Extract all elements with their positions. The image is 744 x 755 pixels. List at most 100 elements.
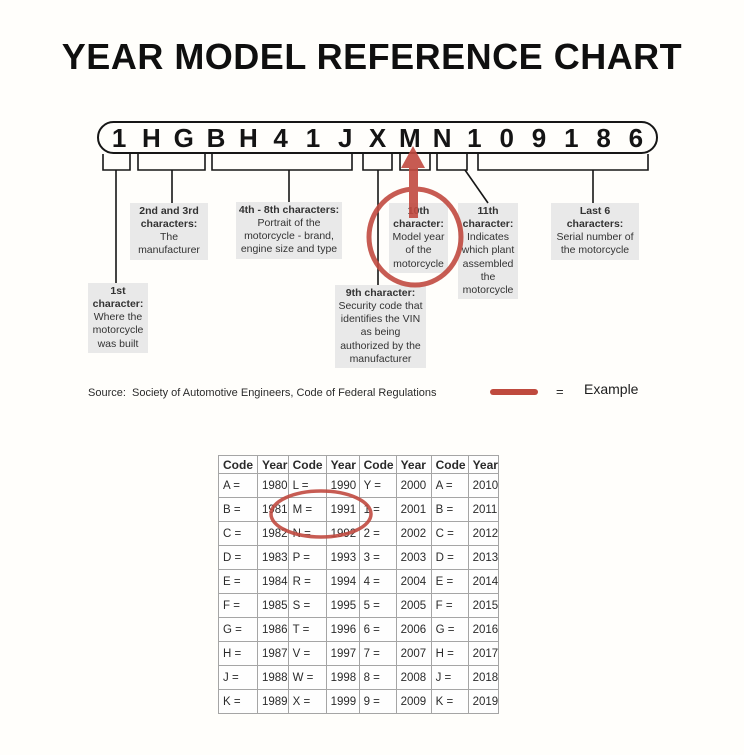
year-code-cell: 2 =	[358, 521, 397, 546]
callout-last-6-characters: Last 6 characters: Serial number of the …	[551, 203, 639, 260]
year-code-cell: A =	[430, 473, 469, 498]
year-code-cell: B =	[430, 497, 469, 522]
year-code-cell: 2000	[395, 473, 432, 498]
year-code-cell: W =	[287, 665, 327, 690]
vin-character: 1	[564, 122, 579, 153]
year-code-cell: 2011	[467, 497, 500, 522]
year-code-cell: E =	[218, 569, 258, 594]
year-code-cell: R =	[287, 569, 327, 594]
year-code-cell: 1992	[325, 521, 360, 546]
year-code-cell: 2016	[467, 617, 500, 642]
vin-character: G	[173, 122, 194, 153]
callout-10th-character: 10th character: Model year of the motorc…	[389, 203, 448, 273]
year-code-cell: 1997	[325, 641, 360, 666]
year-code-cell: G =	[218, 617, 258, 642]
vin-character: M	[398, 122, 421, 153]
year-code-cell: 6 =	[358, 617, 397, 642]
callout-heading: 11th character:	[462, 205, 514, 231]
table-row: D = 1983 P = 1993 3 = 2003 D = 2013	[218, 545, 500, 570]
vin-character: 1	[467, 122, 482, 153]
vin-character: 4	[273, 122, 288, 153]
year-code-cell: K =	[430, 689, 469, 714]
year-code-cell: 1987	[257, 641, 289, 666]
year-code-table-body: A = 1980 L = 1990 Y = 2000 A = 2010 B = 1981 M = 19…	[218, 473, 500, 714]
year-code-cell: 2019	[467, 689, 500, 714]
year-code-cell: 2001	[395, 497, 432, 522]
year-code-cell: 2008	[395, 665, 432, 690]
year-code-cell: 2013	[467, 545, 500, 570]
legend-equals-sign: =	[556, 384, 564, 399]
year-code-cell: E =	[430, 569, 469, 594]
year-code-cell: 1998	[325, 665, 360, 690]
year-code-cell: 1991	[325, 497, 360, 522]
vin-character: 8	[596, 122, 611, 153]
year-code-cell: G =	[430, 617, 469, 642]
vin-character: J	[337, 122, 353, 153]
year-code-cell: N =	[287, 521, 327, 546]
year-code-cell: S =	[287, 593, 327, 618]
bracket-char-11	[436, 154, 468, 171]
example-red-line-swatch	[490, 389, 538, 395]
page-title: YEAR MODEL REFERENCE CHART	[61, 36, 683, 77]
vin-character: 6	[628, 122, 644, 153]
callout-heading: 10th character:	[393, 205, 444, 231]
stem-to-11th-callout	[464, 169, 489, 204]
callout-body: Security code that identifies the VIN as…	[338, 300, 423, 365]
legend-example-label: Example	[584, 381, 639, 397]
year-code-cell: 9 =	[358, 689, 397, 714]
year-code-cell: 2002	[395, 521, 432, 546]
year-code-cell: X =	[287, 689, 327, 714]
year-code-cell: C =	[430, 521, 469, 546]
year-code-cell: 1996	[325, 617, 360, 642]
year-code-cell: 7 =	[358, 641, 397, 666]
bracket-char-9	[362, 154, 393, 171]
year-code-cell: 2007	[395, 641, 432, 666]
year-code-header-cell: Year	[257, 455, 289, 474]
year-code-cell: 1989	[257, 689, 289, 714]
year-code-header-cell: Code	[358, 455, 397, 474]
callout-4th-8th-characters: 4th - 8th characters: Portrait of the mo…	[236, 202, 342, 259]
callout-11th-character: 11th character: Indicates which plant as…	[458, 203, 518, 299]
table-row: F = 1985 S = 1995 5 = 2005 F = 2015	[218, 593, 500, 618]
vin-character: 1	[305, 122, 321, 153]
year-code-cell: K =	[218, 689, 258, 714]
table-row: B = 1981 M = 1991 1 = 2001 B = 2011	[218, 497, 500, 522]
year-code-header-cell: Year	[467, 455, 500, 474]
year-code-cell: 4 =	[358, 569, 397, 594]
year-code-cell: 1990	[325, 473, 360, 498]
year-code-cell: A =	[218, 473, 258, 498]
table-row: J = 1988 W = 1998 8 = 2008 J = 2018	[218, 665, 500, 690]
year-code-cell: 1984	[257, 569, 289, 594]
year-code-cell: 1983	[257, 545, 289, 570]
callout-body: The manufacturer	[138, 231, 200, 257]
bracket-char-1	[102, 154, 131, 171]
year-code-cell: 2010	[467, 473, 500, 498]
bracket-chars-2-3	[137, 154, 206, 171]
year-code-cell: 2009	[395, 689, 432, 714]
year-code-cell: D =	[218, 545, 258, 570]
year-code-header-cell: Year	[395, 455, 432, 474]
year-code-cell: 1993	[325, 545, 360, 570]
callout-body: Portrait of the motorcycle - brand, engi…	[240, 217, 338, 256]
year-code-cell: H =	[218, 641, 258, 666]
year-code-cell: 2005	[395, 593, 432, 618]
year-code-cell: P =	[287, 545, 327, 570]
vin-character: H	[142, 122, 161, 153]
table-row: E = 1984 R = 1994 4 = 2004 E = 2014	[218, 569, 500, 594]
year-code-cell: 2015	[467, 593, 500, 618]
year-code-cell: 1981	[257, 497, 289, 522]
vin-character: H	[238, 122, 258, 153]
year-code-cell: 1999	[325, 689, 360, 714]
year-code-cell: L =	[287, 473, 327, 498]
year-code-cell: 2018	[467, 665, 500, 690]
year-code-cell: 1985	[257, 593, 289, 618]
vin-character: 9	[531, 122, 547, 153]
year-code-cell: F =	[430, 593, 469, 618]
bracket-char-10	[399, 154, 431, 171]
year-code-header-cell: Year	[325, 455, 360, 474]
year-code-cell: 2017	[467, 641, 500, 666]
table-row: G = 1986 T = 1996 6 = 2006 G = 2016	[218, 617, 500, 642]
year-code-header-cell: Code	[218, 455, 258, 474]
